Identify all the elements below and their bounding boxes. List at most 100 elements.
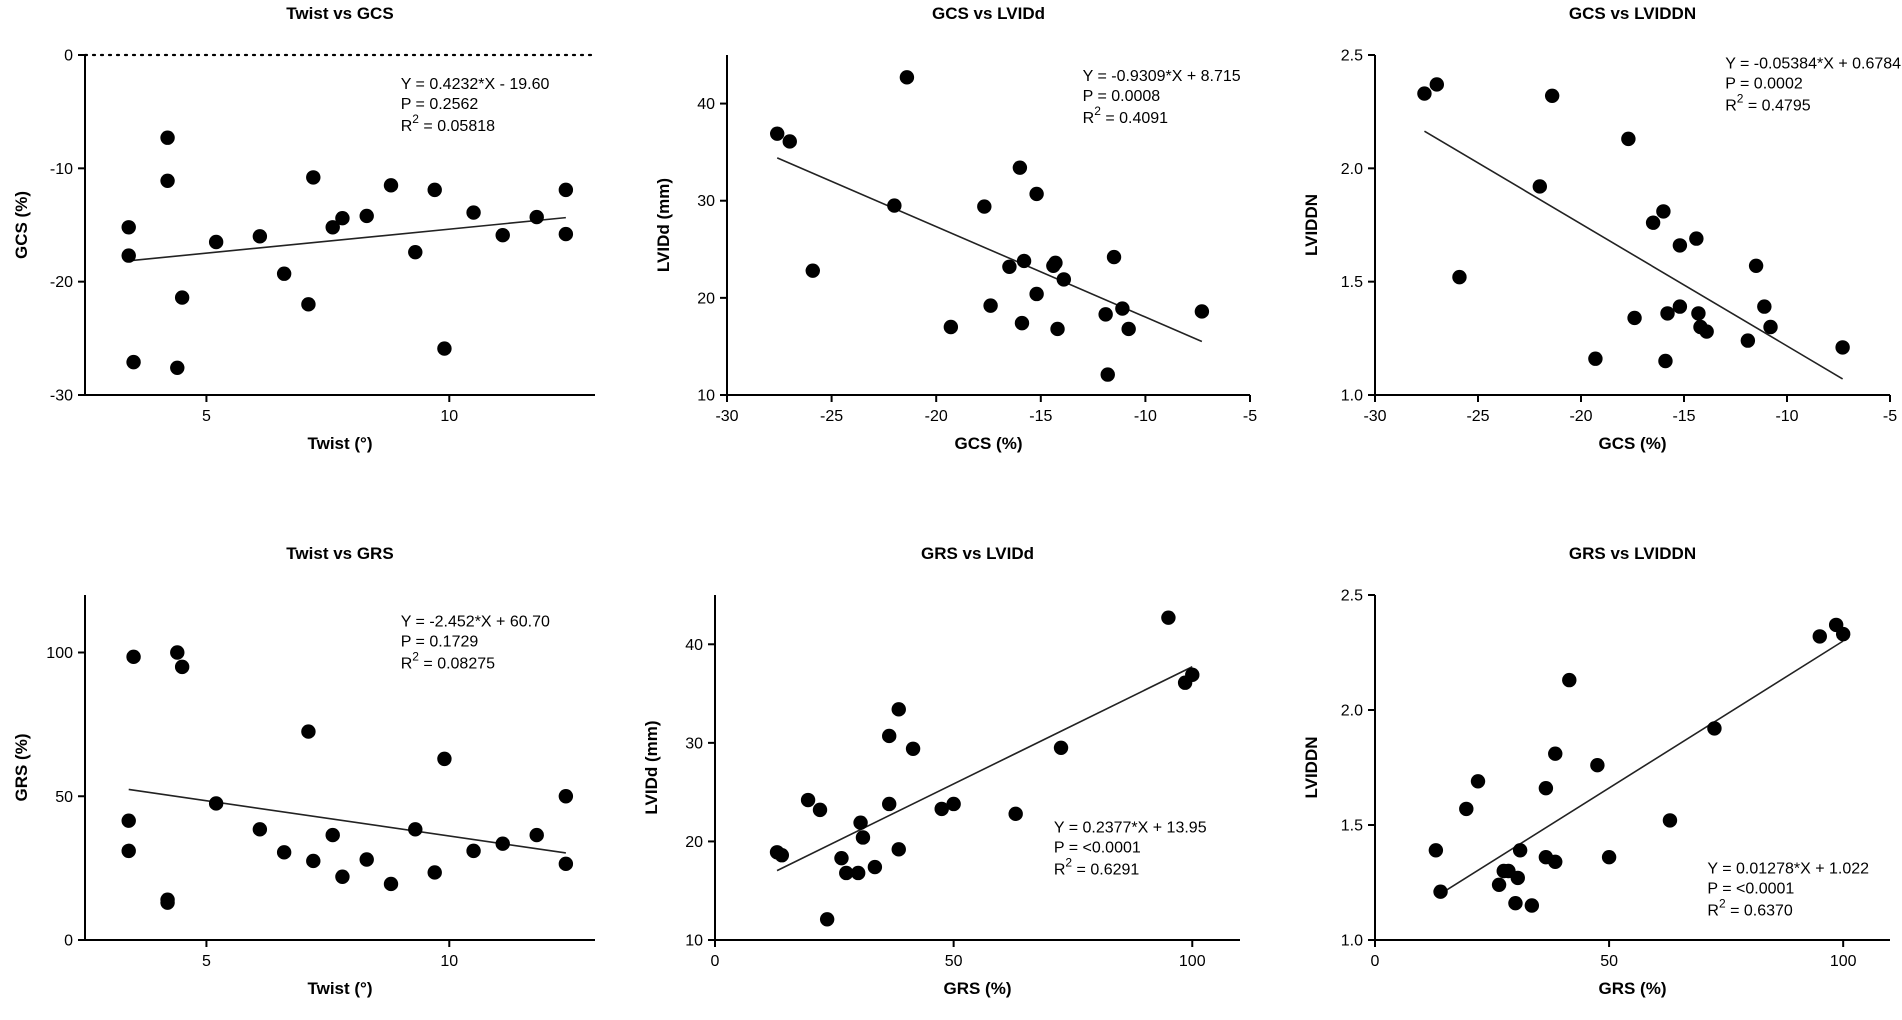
- data-point: [1645, 215, 1661, 230]
- data-point: [1621, 131, 1636, 147]
- r-squared-base: R: [401, 118, 413, 135]
- r-squared-value: = 0.6291: [1072, 862, 1139, 879]
- data-point: [1012, 160, 1028, 175]
- data-point: [834, 850, 849, 866]
- data-point: [867, 859, 883, 875]
- data-point: [466, 205, 481, 220]
- x-tick-label: 100: [1830, 953, 1857, 970]
- r-squared-superscript: 2: [1094, 104, 1101, 118]
- data-point: [427, 182, 442, 198]
- y-tick-label: 1.0: [1341, 933, 1363, 950]
- data-point: [1660, 306, 1675, 321]
- r-squared: R2 = 0.6370: [1707, 896, 1793, 919]
- data-point: [1121, 321, 1136, 337]
- data-point: [839, 865, 854, 881]
- data-point: [882, 728, 897, 744]
- chart-title: GRS vs LVIDd: [921, 544, 1034, 563]
- data-point: [121, 220, 136, 235]
- x-tick-label: 50: [1600, 953, 1618, 970]
- x-tick-label: 0: [1371, 953, 1380, 970]
- regression-equation: Y = -2.452*X + 60.70: [401, 614, 550, 631]
- r-squared-superscript: 2: [1719, 896, 1726, 910]
- r-squared-value: = 0.08275: [419, 656, 495, 673]
- y-tick-label: 20: [685, 834, 703, 851]
- data-point: [121, 813, 136, 828]
- y-tick-label: 2.5: [1341, 48, 1363, 65]
- regression-equation: Y = -0.9309*X + 8.715: [1083, 68, 1241, 85]
- regression-line: [128, 216, 566, 262]
- chart-title: Twist vs GRS: [286, 544, 393, 563]
- data-point: [1098, 307, 1113, 322]
- data-point: [1590, 758, 1605, 773]
- data-point: [1524, 898, 1540, 913]
- r-squared-value: = 0.4091: [1101, 110, 1168, 127]
- x-tick-label: -5: [1243, 408, 1257, 425]
- data-point: [437, 341, 452, 356]
- x-tick-label: -5: [1883, 408, 1897, 425]
- data-point: [805, 263, 820, 278]
- y-axis-label: LVIDDN: [1302, 194, 1321, 256]
- r-squared-superscript: 2: [412, 112, 419, 126]
- data-point: [1016, 253, 1032, 269]
- y-tick-label: 40: [697, 96, 715, 113]
- data-point: [466, 843, 481, 859]
- y-tick-label: 10: [685, 933, 703, 950]
- x-tick-label: -15: [1672, 408, 1695, 425]
- p-value: P = 0.0002: [1725, 76, 1803, 93]
- data-point: [252, 229, 268, 244]
- data-point: [1417, 86, 1432, 101]
- regression-equation: Y = 0.01278*X + 1.022: [1707, 860, 1869, 877]
- data-point: [529, 209, 544, 225]
- y-axis-label: GCS (%): [12, 191, 31, 259]
- data-point: [325, 827, 340, 843]
- data-point: [1029, 286, 1044, 302]
- data-point: [1699, 324, 1714, 339]
- r-squared: R2 = 0.4091: [1083, 104, 1169, 127]
- data-point: [126, 649, 141, 665]
- data-point: [1707, 721, 1722, 736]
- data-point: [1429, 77, 1445, 92]
- p-value: P = <0.0001: [1707, 880, 1794, 897]
- y-axis-label: LVIDd (mm): [642, 720, 661, 814]
- x-tick-label: 5: [202, 953, 211, 970]
- data-point: [383, 876, 399, 892]
- data-point: [1740, 333, 1756, 348]
- data-point: [800, 792, 816, 808]
- data-point: [899, 70, 915, 85]
- r-squared-base: R: [1725, 98, 1737, 115]
- y-tick-label: 1.0: [1341, 388, 1363, 405]
- chart-title: Twist vs GCS: [286, 4, 393, 23]
- x-tick-label: -25: [820, 408, 843, 425]
- y-tick-label: -20: [50, 274, 73, 291]
- r-squared-base: R: [1054, 862, 1066, 879]
- regression-equation: Y = 0.4232*X - 19.60: [401, 76, 550, 93]
- data-point: [1689, 231, 1704, 246]
- x-tick-label: -20: [925, 408, 948, 425]
- data-point: [1470, 774, 1486, 789]
- chart-title: GCS vs LVIDDN: [1569, 4, 1696, 23]
- data-point: [946, 796, 961, 812]
- data-point: [1627, 310, 1642, 326]
- r-squared-value: = 0.6370: [1726, 902, 1793, 919]
- x-axis-label: Twist (°): [307, 979, 372, 998]
- r-squared-value: = 0.4795: [1743, 98, 1810, 115]
- regression-line: [776, 157, 1203, 343]
- r-squared-base: R: [1083, 110, 1095, 127]
- x-tick-label: 10: [440, 953, 458, 970]
- data-point: [819, 912, 835, 927]
- data-point: [1510, 870, 1525, 886]
- data-point: [160, 173, 175, 188]
- regression-line: [1424, 130, 1844, 380]
- regression-line: [1435, 640, 1844, 898]
- data-point: [1029, 186, 1044, 202]
- data-point: [850, 865, 866, 881]
- r-squared: R2 = 0.4795: [1725, 92, 1811, 115]
- data-point: [1691, 306, 1706, 321]
- data-point: [1014, 315, 1030, 331]
- data-point: [170, 360, 185, 375]
- data-point: [1002, 259, 1017, 274]
- x-tick-label: 0: [711, 953, 720, 970]
- y-tick-label: 2.0: [1341, 161, 1363, 178]
- data-point: [1672, 299, 1688, 314]
